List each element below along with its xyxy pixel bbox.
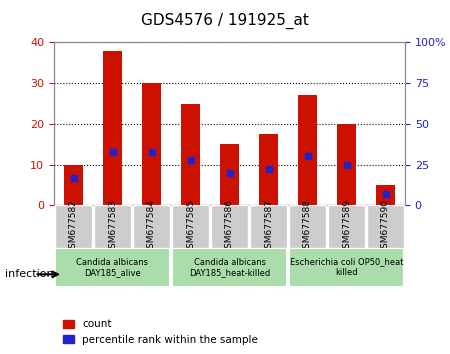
Bar	[337, 124, 356, 205]
Bar	[376, 185, 395, 205]
Text: Candida albicans
DAY185_alive: Candida albicans DAY185_alive	[76, 258, 148, 277]
FancyBboxPatch shape	[289, 248, 404, 287]
Text: GSM677582: GSM677582	[69, 199, 78, 254]
Bar	[259, 134, 278, 205]
Text: GSM677587: GSM677587	[264, 199, 273, 254]
Bar	[298, 96, 317, 205]
Text: GSM677585: GSM677585	[186, 199, 195, 254]
Text: infection: infection	[4, 269, 53, 279]
FancyBboxPatch shape	[172, 248, 287, 287]
Text: GSM677583: GSM677583	[108, 199, 117, 254]
FancyBboxPatch shape	[94, 205, 131, 248]
FancyBboxPatch shape	[55, 205, 92, 248]
FancyBboxPatch shape	[250, 205, 287, 248]
FancyBboxPatch shape	[289, 205, 326, 248]
Bar	[142, 83, 161, 205]
Text: GSM677584: GSM677584	[147, 199, 156, 254]
Text: Candida albicans
DAY185_heat-killed: Candida albicans DAY185_heat-killed	[189, 258, 270, 277]
Text: GSM677586: GSM677586	[225, 199, 234, 254]
Bar	[64, 165, 83, 205]
Text: GSM677588: GSM677588	[303, 199, 312, 254]
Legend: count, percentile rank within the sample: count, percentile rank within the sample	[59, 315, 262, 349]
Text: Escherichia coli OP50_heat
killed: Escherichia coli OP50_heat killed	[290, 258, 403, 277]
Text: GSM677590: GSM677590	[381, 199, 390, 254]
FancyBboxPatch shape	[172, 205, 209, 248]
Text: GDS4576 / 191925_at: GDS4576 / 191925_at	[141, 12, 309, 29]
Bar	[220, 144, 239, 205]
FancyBboxPatch shape	[133, 205, 170, 248]
FancyBboxPatch shape	[55, 248, 170, 287]
FancyBboxPatch shape	[328, 205, 365, 248]
FancyBboxPatch shape	[367, 205, 404, 248]
Bar	[181, 104, 200, 205]
Bar	[103, 51, 122, 205]
Text: GSM677589: GSM677589	[342, 199, 351, 254]
FancyBboxPatch shape	[211, 205, 248, 248]
